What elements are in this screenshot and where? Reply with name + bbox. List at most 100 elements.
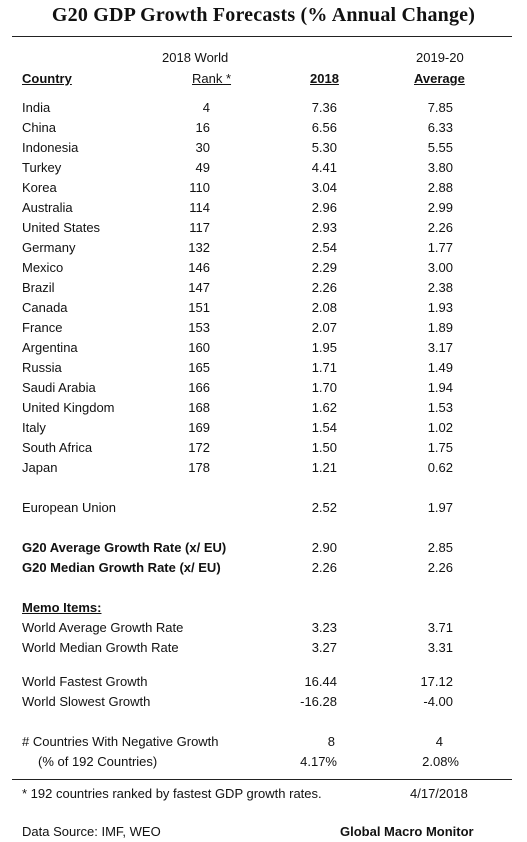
header-avg-line1: 2019-20 bbox=[416, 50, 464, 65]
world-median-row: World Median Growth Rate 3.27 3.31 bbox=[0, 640, 527, 660]
growth-avg-cell: 1.02 bbox=[427, 420, 453, 435]
g20-average-2018: 2.90 bbox=[311, 540, 337, 555]
negative-count-2018: 8 bbox=[327, 734, 335, 749]
growth-avg-cell: 2.99 bbox=[427, 200, 453, 215]
negative-count-avg: 4 bbox=[435, 734, 443, 749]
growth-avg-cell: 1.93 bbox=[427, 300, 453, 315]
growth-2018-cell: 1.50 bbox=[311, 440, 337, 455]
rank-cell: 166 bbox=[188, 380, 210, 395]
world-average-label: World Average Growth Rate bbox=[22, 620, 184, 635]
growth-avg-cell: 5.55 bbox=[427, 140, 453, 155]
table-row: South Africa 172 1.50 1.75 bbox=[0, 440, 527, 460]
brand-name: Global Macro Monitor bbox=[340, 824, 474, 839]
table-row: Mexico 146 2.29 3.00 bbox=[0, 260, 527, 280]
negative-pct-2018: 4.17% bbox=[300, 754, 337, 769]
table-row: United States 117 2.93 2.26 bbox=[0, 220, 527, 240]
rank-cell: 168 bbox=[188, 400, 210, 415]
table-row: China 16 6.56 6.33 bbox=[0, 120, 527, 140]
growth-2018-cell: 2.07 bbox=[311, 320, 337, 335]
world-median-avg: 3.31 bbox=[427, 640, 453, 655]
footnote: * 192 countries ranked by fastest GDP gr… bbox=[22, 786, 322, 801]
negative-pct-label: (% of 192 Countries) bbox=[38, 754, 158, 769]
table-row: Italy 169 1.54 1.02 bbox=[0, 420, 527, 440]
country-name: Indonesia bbox=[22, 140, 79, 155]
header-avg-line2: Average bbox=[414, 71, 465, 86]
growth-2018-cell: 1.54 bbox=[311, 420, 337, 435]
eu-2018: 2.52 bbox=[311, 500, 337, 515]
growth-avg-cell: 2.26 bbox=[427, 220, 453, 235]
growth-avg-cell: 3.00 bbox=[427, 260, 453, 275]
table-row: Saudi Arabia 166 1.70 1.94 bbox=[0, 380, 527, 400]
world-slowest-row: World Slowest Growth -16.28 -4.00 bbox=[0, 694, 527, 714]
data-source: Data Source: IMF, WEO bbox=[22, 824, 161, 839]
g20-average-row: G20 Average Growth Rate (x/ EU) 2.90 2.85 bbox=[0, 540, 527, 560]
growth-avg-cell: 3.80 bbox=[427, 160, 453, 175]
country-name: Brazil bbox=[22, 280, 55, 295]
world-fastest-2018: 16.44 bbox=[304, 674, 337, 689]
growth-avg-cell: 1.94 bbox=[427, 380, 453, 395]
table-row: Indonesia 30 5.30 5.55 bbox=[0, 140, 527, 160]
world-average-2018: 3.23 bbox=[311, 620, 337, 635]
growth-2018-cell: 2.93 bbox=[311, 220, 337, 235]
world-slowest-avg: -4.00 bbox=[423, 694, 453, 709]
table-row: India 4 7.36 7.85 bbox=[0, 100, 527, 120]
growth-2018-cell: 1.70 bbox=[311, 380, 337, 395]
table-row: Russia 165 1.71 1.49 bbox=[0, 360, 527, 380]
country-name: Canada bbox=[22, 300, 68, 315]
growth-2018-cell: 6.56 bbox=[311, 120, 337, 135]
g20-median-row: G20 Median Growth Rate (x/ EU) 2.26 2.26 bbox=[0, 560, 527, 580]
memo-heading: Memo Items: bbox=[22, 600, 102, 615]
growth-avg-cell: 2.38 bbox=[427, 280, 453, 295]
negative-pct-row: (% of 192 Countries) 4.17% 2.08% bbox=[0, 754, 527, 774]
g20-average-label: G20 Average Growth Rate (x/ EU) bbox=[22, 540, 227, 555]
rank-cell: 169 bbox=[188, 420, 210, 435]
negative-pct-avg: 2.08% bbox=[422, 754, 459, 769]
g20-median-avg: 2.26 bbox=[427, 560, 453, 575]
growth-2018-cell: 2.08 bbox=[311, 300, 337, 315]
table-row: Japan 178 1.21 0.62 bbox=[0, 460, 527, 480]
rank-cell: 117 bbox=[189, 220, 210, 235]
table-row: Australia 114 2.96 2.99 bbox=[0, 200, 527, 220]
header-country: Country bbox=[22, 71, 72, 86]
country-name: Saudi Arabia bbox=[22, 380, 96, 395]
world-slowest-2018: -16.28 bbox=[300, 694, 337, 709]
world-median-2018: 3.27 bbox=[311, 640, 337, 655]
rank-cell: 165 bbox=[188, 360, 210, 375]
world-average-row: World Average Growth Rate 3.23 3.71 bbox=[0, 620, 527, 640]
country-name: Italy bbox=[22, 420, 46, 435]
country-name: India bbox=[22, 100, 51, 115]
country-name: France bbox=[22, 320, 63, 335]
growth-avg-cell: 1.89 bbox=[427, 320, 453, 335]
eu-avg: 1.97 bbox=[427, 500, 453, 515]
world-average-avg: 3.71 bbox=[427, 620, 453, 635]
rank-cell: 151 bbox=[188, 300, 210, 315]
world-fastest-label: World Fastest Growth bbox=[22, 674, 148, 689]
country-name: Japan bbox=[22, 460, 58, 475]
growth-avg-cell: 1.77 bbox=[427, 240, 453, 255]
g20-median-2018: 2.26 bbox=[311, 560, 337, 575]
growth-2018-cell: 1.21 bbox=[311, 460, 337, 475]
eu-row: European Union 2.52 1.97 bbox=[0, 500, 527, 520]
country-name: Korea bbox=[22, 180, 57, 195]
rank-cell: 132 bbox=[188, 240, 210, 255]
rank-cell: 114 bbox=[189, 200, 210, 215]
negative-count-row: # Countries With Negative Growth 8 4 bbox=[0, 734, 527, 754]
table-row: Turkey 49 4.41 3.80 bbox=[0, 160, 527, 180]
table-row: Canada 151 2.08 1.93 bbox=[0, 300, 527, 320]
country-name: United Kingdom bbox=[22, 400, 115, 415]
table-row: Korea 110 3.04 2.88 bbox=[0, 180, 527, 200]
table-row: Argentina 160 1.95 3.17 bbox=[0, 340, 527, 360]
growth-2018-cell: 7.36 bbox=[311, 100, 337, 115]
world-median-label: World Median Growth Rate bbox=[22, 640, 179, 655]
growth-2018-cell: 4.41 bbox=[311, 160, 337, 175]
growth-avg-cell: 2.88 bbox=[427, 180, 453, 195]
rank-cell: 178 bbox=[188, 460, 210, 475]
rank-cell: 16 bbox=[195, 120, 210, 135]
country-name: South Africa bbox=[22, 440, 93, 455]
country-name: Mexico bbox=[22, 260, 64, 275]
g20-average-avg: 2.85 bbox=[427, 540, 453, 555]
report-date: 4/17/2018 bbox=[410, 786, 468, 801]
growth-2018-cell: 5.30 bbox=[311, 140, 337, 155]
growth-avg-cell: 3.17 bbox=[427, 340, 453, 355]
country-name: Australia bbox=[22, 200, 73, 215]
